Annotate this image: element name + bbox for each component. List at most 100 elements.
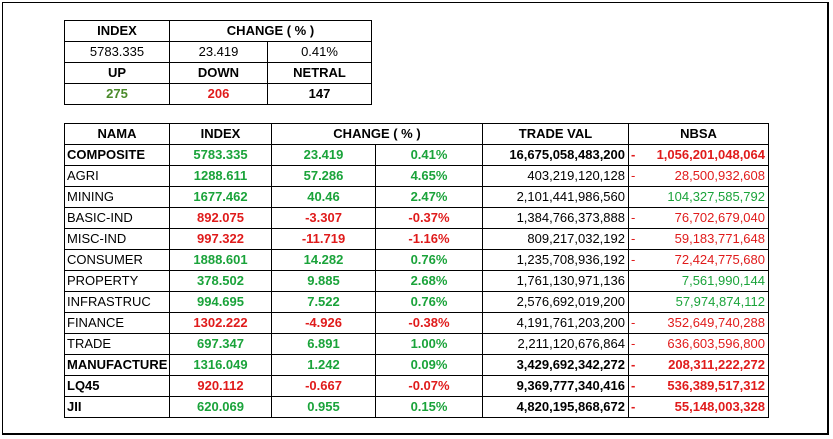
row-nbsa: 1,056,201,048,064 (656, 147, 765, 162)
row-index: 1677.462 (169, 186, 272, 208)
row-nbsa-cell: 7,561,990,144 (628, 270, 769, 292)
row-change: 9.885 (271, 270, 376, 292)
row-nbsa-cell: - 76,702,679,040 (628, 207, 769, 229)
row-nama: MISC-IND (64, 228, 170, 250)
row-change: 14.282 (271, 249, 376, 271)
row-nbsa-sign: - (631, 168, 636, 183)
summary-index-value: 5783.335 (64, 41, 170, 63)
row-change-pct: 0.09% (375, 354, 483, 376)
row-nbsa: 104,327,585,792 (667, 189, 765, 204)
row-nbsa-cell: - 55,148,003,328 (628, 396, 769, 418)
summary-up-header: UP (64, 62, 170, 84)
row-index: 5783.335 (169, 144, 272, 166)
row-index: 1302.222 (169, 312, 272, 334)
row-nama: FINANCE (64, 312, 170, 334)
table-row: INFRASTRUC 994.695 7.522 0.76% 2,576,692,019… (64, 291, 769, 313)
col-header-index: INDEX (169, 123, 272, 145)
row-change-pct: 1.00% (375, 333, 483, 355)
row-nama: CONSUMER (64, 249, 170, 271)
row-trade-val: 1,235,708,936,192 (482, 249, 629, 271)
table-row: FINANCE 1302.222 -4.926 -0.38% 4,191,761,203… (64, 312, 769, 334)
row-nbsa-sign: - (631, 399, 636, 414)
table-row: COMPOSITE 5783.335 23.419 0.41% 16,675,058,4… (64, 144, 769, 166)
row-trade-val: 9,369,777,340,416 (482, 375, 629, 397)
row-change-pct: 0.76% (375, 249, 483, 271)
row-index: 997.322 (169, 228, 272, 250)
row-change: 40.46 (271, 186, 376, 208)
row-nama: TRADE (64, 333, 170, 355)
row-trade-val: 2,211,120,676,864 (482, 333, 629, 355)
sector-table: NAMA INDEX CHANGE ( % ) TRADE VAL NBSA C… (64, 123, 769, 418)
row-index: 1316.049 (169, 354, 272, 376)
row-change: 57.286 (271, 165, 376, 187)
row-nama: BASIC-IND (64, 207, 170, 229)
table-row: BASIC-IND 892.075 -3.307 -0.37% 1,384,766,37… (64, 207, 769, 229)
row-change: -11.719 (271, 228, 376, 250)
row-nbsa: 59,183,771,648 (674, 231, 765, 246)
summary-change-header: CHANGE ( % ) (169, 20, 372, 42)
row-index: 892.075 (169, 207, 272, 229)
row-change: -0.667 (271, 375, 376, 397)
row-nbsa: 28,500,932,608 (674, 168, 765, 183)
row-trade-val: 3,429,692,342,272 (482, 354, 629, 376)
row-trade-val: 1,384,766,373,888 (482, 207, 629, 229)
row-index: 378.502 (169, 270, 272, 292)
row-trade-val: 2,101,441,986,560 (482, 186, 629, 208)
row-nbsa-sign: - (631, 378, 636, 393)
row-nbsa: 57,974,874,112 (675, 294, 765, 309)
row-change: 0.955 (271, 396, 376, 418)
row-nbsa-sign: - (631, 315, 636, 330)
row-change-pct: -0.07% (375, 375, 483, 397)
row-nama: INFRASTRUC (64, 291, 170, 313)
row-trade-val: 4,191,761,203,200 (482, 312, 629, 334)
row-change: -4.926 (271, 312, 376, 334)
row-nama: PROPERTY (64, 270, 170, 292)
table-row: TRADE 697.347 6.891 1.00% 2,211,120,676,864-… (64, 333, 769, 355)
row-nbsa-cell: 104,327,585,792 (628, 186, 769, 208)
row-change-pct: -0.37% (375, 207, 483, 229)
row-nbsa-sign: - (631, 252, 636, 267)
summary-down-count: 206 (169, 83, 268, 105)
row-trade-val: 809,217,032,192 (482, 228, 629, 250)
row-nbsa: 55,148,003,328 (674, 399, 765, 414)
row-nama: LQ45 (64, 375, 170, 397)
row-change-pct: -1.16% (375, 228, 483, 250)
col-header-trade-val: TRADE VAL (482, 123, 629, 145)
row-index: 1888.601 (169, 249, 272, 271)
row-nbsa-sign: - (631, 231, 636, 246)
row-change: 6.891 (271, 333, 376, 355)
row-nbsa-sign: - (631, 357, 636, 372)
table-row: MISC-IND 997.322 -11.719 -1.16% 809,217,032,… (64, 228, 769, 250)
row-change: 1.242 (271, 354, 376, 376)
summary-table: INDEX CHANGE ( % ) 5783.335 23.419 0.41%… (64, 20, 372, 105)
table-row: AGRI 1288.611 57.286 4.65% 403,219,120,128- 2… (64, 165, 769, 187)
row-nbsa-sign: - (631, 147, 636, 162)
col-header-nbsa: NBSA (628, 123, 769, 145)
row-change: -3.307 (271, 207, 376, 229)
row-nbsa-cell: - 28,500,932,608 (628, 165, 769, 187)
row-nbsa: 208,311,222,272 (668, 357, 765, 372)
page-frame (2, 2, 829, 435)
row-nama: MINING (64, 186, 170, 208)
table-row: JII 620.069 0.955 0.15% 4,820,195,868,672- 55… (64, 396, 769, 418)
table-row: MINING 1677.462 40.46 2.47% 2,101,441,986,56… (64, 186, 769, 208)
row-index: 697.347 (169, 333, 272, 355)
row-nbsa-cell: - 72,424,775,680 (628, 249, 769, 271)
row-change-pct: 0.41% (375, 144, 483, 166)
row-nbsa-cell: - 208,311,222,272 (628, 354, 769, 376)
summary-netral-header: NETRAL (267, 62, 372, 84)
row-trade-val: 2,576,692,019,200 (482, 291, 629, 313)
table-row: MANUFACTURE 1316.049 1.242 0.09% 3,429,692,3… (64, 354, 769, 376)
row-change: 23.419 (271, 144, 376, 166)
row-nbsa-cell: - 1,056,201,048,064 (628, 144, 769, 166)
row-nama: MANUFACTURE (64, 354, 170, 376)
table-row: CONSUMER 1888.601 14.282 0.76% 1,235,708,936… (64, 249, 769, 271)
row-change-pct: 4.65% (375, 165, 483, 187)
row-nbsa-cell: - 536,389,517,312 (628, 375, 769, 397)
table-row: LQ45 920.112 -0.667 -0.07% 9,369,777,340,416… (64, 375, 769, 397)
col-header-nama: NAMA (64, 123, 170, 145)
row-nbsa: 72,424,775,680 (674, 252, 765, 267)
row-change-pct: 2.47% (375, 186, 483, 208)
row-nbsa: 536,389,517,312 (667, 378, 765, 393)
row-nbsa: 76,702,679,040 (674, 210, 765, 225)
